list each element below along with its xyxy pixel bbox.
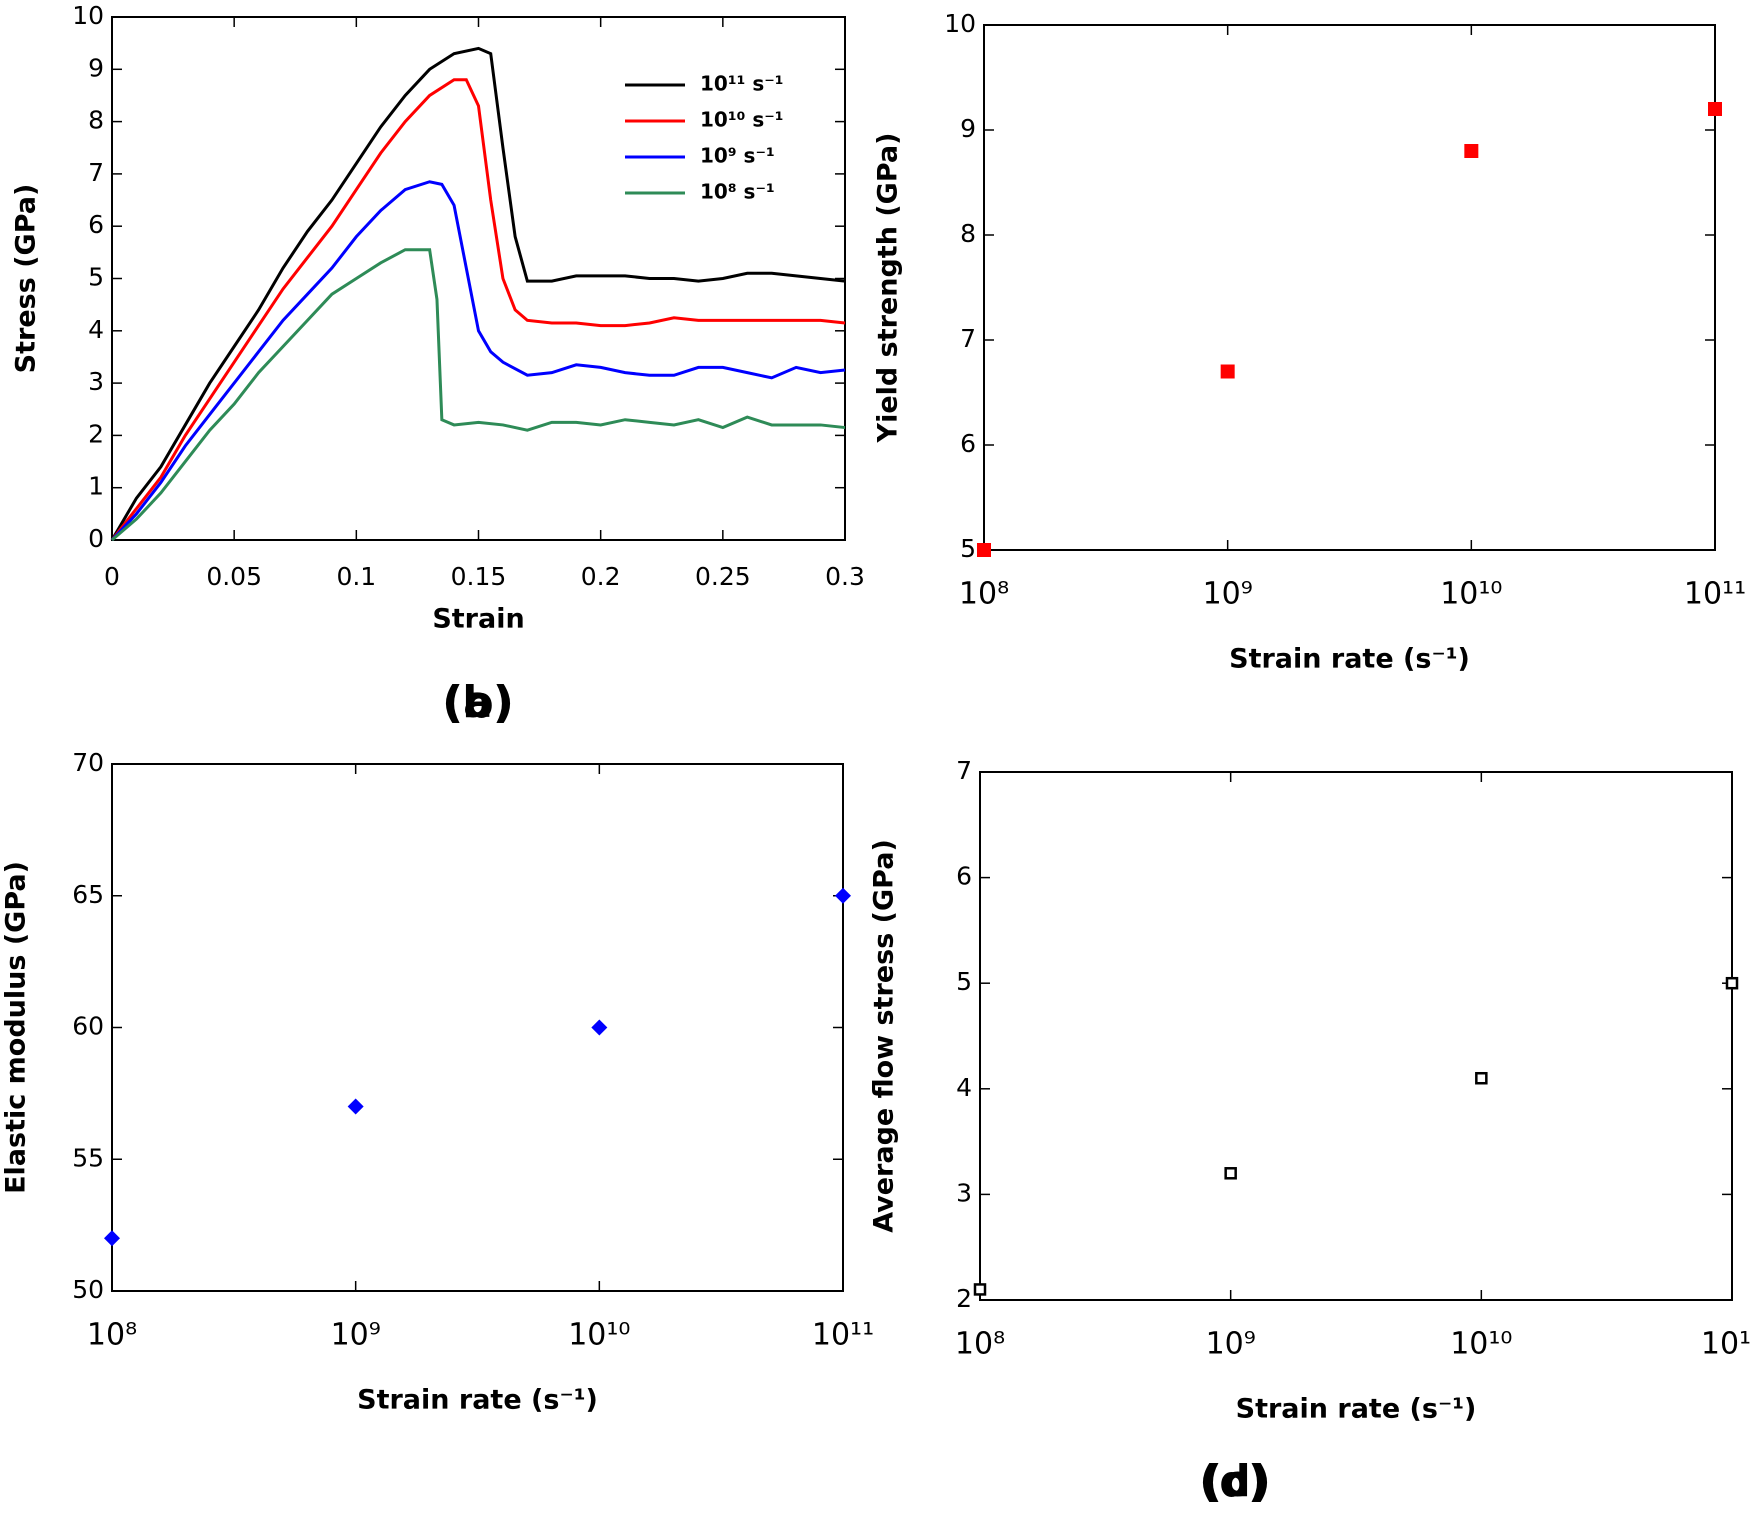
- x-tick-label: 10⁹: [331, 1318, 381, 1353]
- x-tick-label: 0.25: [695, 562, 751, 591]
- panel-label: (c): [1202, 1456, 1268, 1507]
- data-line: [110, 78, 846, 541]
- x-tick-label: 10⁸: [955, 1327, 1005, 1362]
- y-tick-label: 55: [72, 1143, 104, 1172]
- y-tick-label: 0: [88, 524, 104, 553]
- y-tick-label: 65: [72, 880, 104, 909]
- y-tick-label: 10: [944, 9, 976, 38]
- x-tick-label: 10⁹: [1206, 1327, 1256, 1362]
- data-line: [110, 180, 846, 542]
- point: [1708, 102, 1722, 116]
- y-tick-label: 7: [956, 756, 972, 785]
- panel-label: (b): [442, 677, 514, 728]
- y-axis-label: Average flow stress (GPa): [869, 839, 900, 1233]
- point: [1464, 144, 1479, 158]
- x-tick-label: 10¹⁰: [568, 1318, 630, 1353]
- legend-label: 10¹⁰ s⁻¹: [700, 108, 784, 132]
- x-axis-label: Strain: [432, 604, 524, 635]
- y-tick-label: 10: [72, 1, 104, 30]
- x-axis-label: Strain rate (s⁻¹): [1236, 1394, 1477, 1425]
- y-tick-label: 6: [88, 210, 104, 239]
- x-tick-label: 10¹⁰: [1450, 1327, 1512, 1362]
- y-tick-label: 2: [956, 1284, 972, 1313]
- y-tick-label: 3: [88, 367, 104, 396]
- point: [1220, 364, 1235, 379]
- point: [1475, 1071, 1488, 1085]
- y-tick-label: 7: [960, 324, 976, 353]
- x-tick-label: 0: [104, 562, 120, 591]
- point: [835, 887, 851, 904]
- legend-label: 10¹¹ s⁻¹: [700, 72, 784, 96]
- y-tick-label: 5: [956, 967, 972, 996]
- panel-label: (a): [443, 677, 513, 728]
- x-axis-label: Strain rate (s⁻¹): [357, 1385, 598, 1416]
- x-tick-label: 0.3: [825, 562, 865, 591]
- y-tick-label: 50: [72, 1275, 104, 1304]
- point: [347, 1098, 364, 1115]
- x-tick-label: 10¹⁰: [1440, 577, 1502, 612]
- x-tick-label: 0.05: [206, 562, 262, 591]
- x-tick-label: 10¹¹: [1701, 1327, 1750, 1362]
- x-axis-label: Strain rate (s⁻¹): [1229, 644, 1470, 675]
- point: [973, 1283, 987, 1296]
- plot-frame: [111, 763, 844, 1292]
- y-tick-label: 7: [88, 158, 104, 187]
- x-tick-label: 10¹¹: [1684, 577, 1746, 612]
- point: [1224, 1167, 1237, 1180]
- y-tick-label: 5: [960, 534, 976, 563]
- y-tick-label: 8: [960, 219, 976, 248]
- y-tick-label: 3: [956, 1178, 972, 1207]
- y-tick-label: 6: [956, 862, 972, 891]
- point: [1725, 976, 1739, 990]
- x-tick-label: 10⁹: [1203, 577, 1253, 612]
- y-tick-label: 9: [88, 53, 104, 82]
- x-tick-label: 0.15: [451, 562, 507, 591]
- y-axis-label: Stress (GPa): [11, 184, 42, 374]
- point: [104, 1230, 120, 1247]
- y-tick-label: 2: [88, 419, 104, 448]
- y-tick-label: 4: [88, 315, 104, 344]
- point: [977, 543, 991, 557]
- x-tick-label: 0.1: [336, 562, 376, 591]
- point: [591, 1019, 608, 1036]
- x-tick-label: 10¹¹: [812, 1318, 874, 1353]
- legend-label: 10⁸ s⁻¹: [700, 180, 775, 204]
- x-tick-label: 10⁸: [87, 1318, 137, 1353]
- y-tick-label: 6: [960, 429, 976, 458]
- data-line: [110, 46, 846, 541]
- y-tick-label: 1: [88, 472, 104, 501]
- y-tick-label: 9: [960, 114, 976, 143]
- y-tick-label: 5: [88, 263, 104, 292]
- y-axis-label: Yield strength (GPa): [873, 133, 904, 444]
- y-tick-label: 70: [72, 748, 104, 777]
- x-tick-label: 10⁸: [959, 577, 1009, 612]
- y-axis-label: Elastic modulus (GPa): [1, 861, 32, 1194]
- panel-label: (d): [1199, 1456, 1271, 1507]
- legend-label: 10⁹ s⁻¹: [700, 144, 775, 168]
- x-tick-label: 0.2: [581, 562, 621, 591]
- y-tick-label: 60: [72, 1012, 104, 1041]
- plot-frame: [983, 24, 1716, 551]
- y-tick-label: 8: [88, 106, 104, 135]
- y-tick-label: 4: [956, 1073, 972, 1102]
- data-line: [111, 248, 846, 542]
- plot-frame: [979, 771, 1733, 1301]
